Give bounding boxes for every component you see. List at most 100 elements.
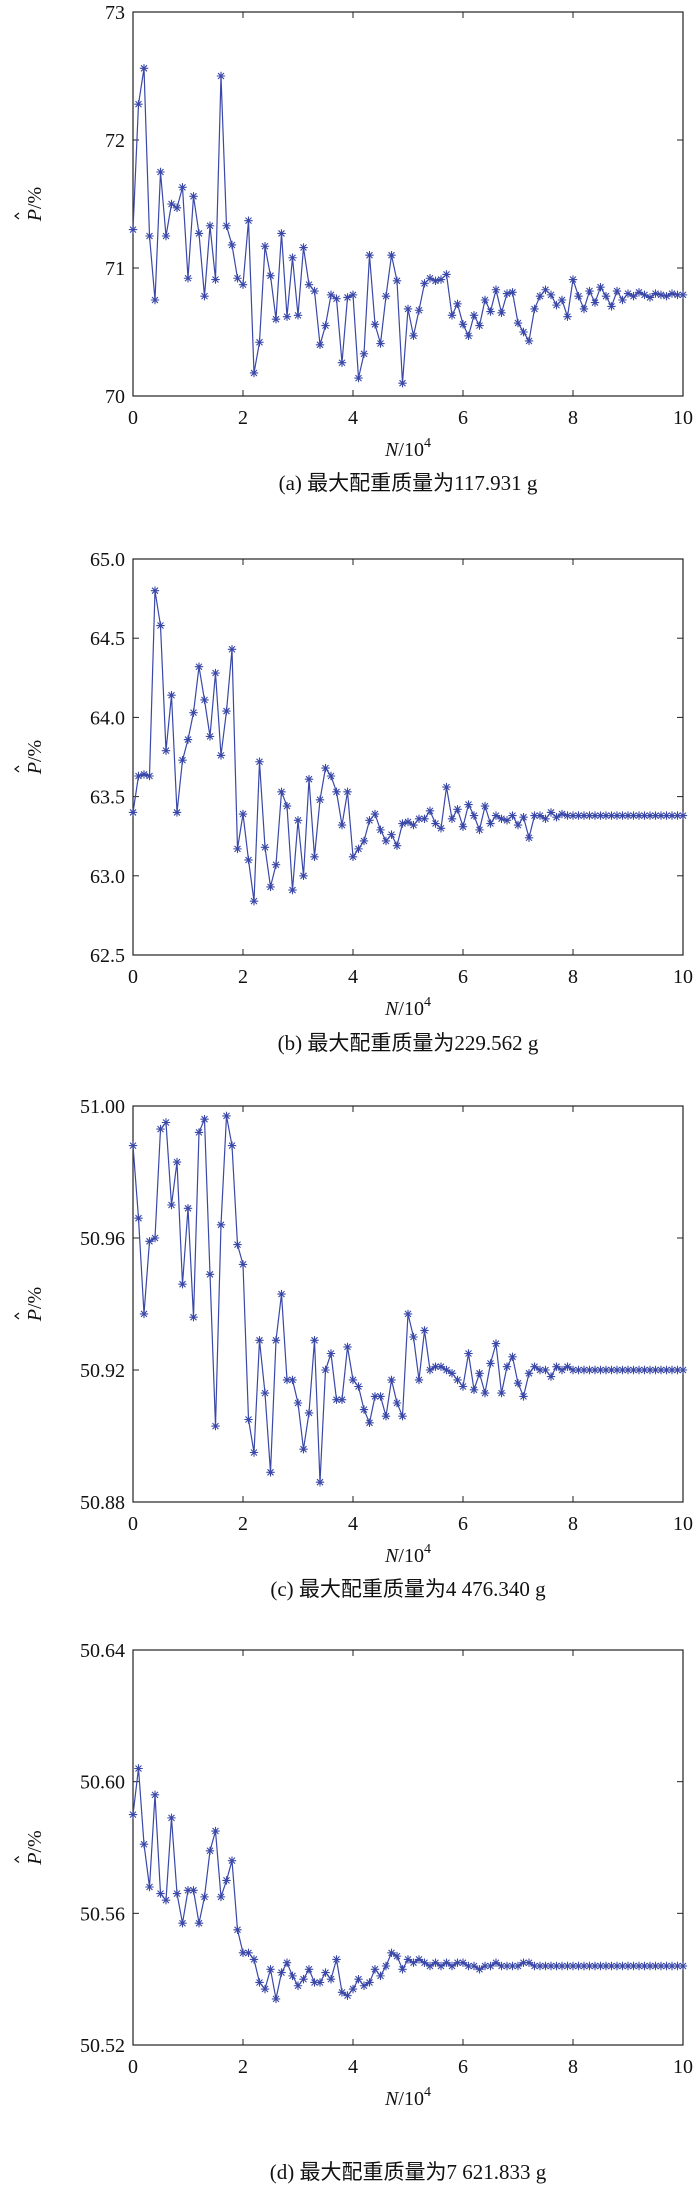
data-point-marker: [557, 1365, 567, 1375]
data-point-marker: [579, 811, 589, 820]
data-point-marker: [343, 293, 352, 302]
data-point-marker: [310, 286, 319, 296]
data-point-marker: [238, 280, 248, 289]
data-point-marker: [442, 1365, 451, 1375]
data-point-marker: [222, 706, 231, 716]
x-tick-label: 8: [568, 966, 578, 988]
data-point-marker: [645, 1961, 655, 1971]
data-point-marker: [497, 1961, 506, 1971]
data-point-marker: [618, 295, 627, 305]
data-point-marker: [590, 811, 600, 820]
data-point-marker: [183, 735, 193, 744]
data-point-marker: [178, 1280, 187, 1289]
data-point-marker: [442, 270, 451, 279]
data-point-marker: [299, 1974, 308, 1984]
data-point-marker: [464, 1349, 473, 1358]
data-point-marker: [282, 312, 292, 321]
data-point-marker: [249, 896, 259, 906]
data-point-marker: [508, 288, 517, 297]
data-point-marker: [227, 1856, 237, 1865]
data-point-marker: [585, 1961, 594, 1971]
data-point-marker: [304, 774, 314, 784]
data-point-marker: [326, 1349, 336, 1358]
data-point-marker: [579, 1961, 589, 1971]
data-point-marker: [150, 1233, 160, 1243]
x-tick-label: 2: [238, 407, 248, 429]
data-point-marker: [370, 320, 380, 329]
y-tick-label: 70: [105, 386, 125, 408]
y-tick-label: 71: [105, 258, 125, 280]
data-point-marker: [590, 298, 600, 307]
x-tick-label: 8: [568, 1513, 578, 1535]
y-tick-label: 50.56: [80, 1903, 125, 1925]
data-point-marker: [266, 1468, 275, 1477]
data-point-marker: [304, 1965, 314, 1974]
data-point-marker: [607, 1961, 616, 1971]
data-point-marker: [348, 1375, 358, 1385]
data-point-marker: [222, 1876, 231, 1885]
data-point-marker: [343, 1991, 352, 2000]
data-point-marker: [293, 816, 303, 825]
data-point-marker: [134, 99, 143, 109]
data-point-marker: [392, 1951, 402, 1961]
data-point-marker: [447, 1961, 457, 1971]
data-point-marker: [200, 291, 209, 301]
data-point-marker: [502, 289, 512, 298]
x-tick-label: 4: [348, 1513, 358, 1535]
chart-svg-a: 0 2 4 6 8 10 70 71 72 73 P/% N/104 (a) 最大配重质量为117.93…: [14, 2, 693, 495]
data-point-marker: [260, 1388, 270, 1398]
data-point-marker: [376, 825, 385, 835]
data-point-marker: [480, 1388, 490, 1398]
data-point-marker: [365, 1418, 374, 1427]
x-tick-label: 10: [673, 966, 693, 988]
data-point-marker: [513, 1961, 523, 1971]
data-point-marker: [420, 279, 429, 288]
data-point-marker: [200, 1115, 209, 1124]
data-point-marker: [607, 811, 616, 820]
data-point-marker: [662, 811, 671, 820]
data-point-marker: [150, 295, 160, 305]
data-point-marker: [337, 820, 347, 830]
data-point-marker: [359, 1405, 369, 1414]
data-point-marker: [656, 811, 666, 820]
x-tick-label: 6: [458, 407, 468, 429]
data-point-marker: [563, 1961, 572, 1971]
data-point-marker: [392, 841, 402, 850]
data-point-marker: [486, 1359, 495, 1368]
data-point-marker: [370, 1965, 380, 1974]
data-point-marker: [255, 1336, 264, 1345]
data-point-marker: [673, 1365, 682, 1375]
data-point-marker: [436, 824, 446, 833]
data-point-marker: [139, 1840, 149, 1849]
data-point-marker: [205, 1846, 215, 1855]
data-point-marker: [678, 811, 688, 820]
data-point-marker: [502, 816, 512, 825]
data-point-marker: [634, 1365, 644, 1375]
y-tick-label: 50.52: [80, 2035, 125, 2057]
data-point-marker: [321, 763, 330, 773]
data-point-marker: [524, 833, 534, 842]
hat-accent-icon: [14, 1856, 20, 1863]
data-point-marker: [458, 822, 468, 831]
data-point-marker: [271, 315, 281, 324]
data-point-marker: [519, 812, 528, 822]
data-point-marker: [365, 816, 374, 825]
data-point-marker: [277, 229, 286, 238]
y-axis-label: P/%: [24, 1287, 46, 1322]
data-point-marker: [172, 808, 182, 817]
data-point-marker: [662, 1365, 671, 1375]
data-point-marker: [128, 225, 138, 234]
y-tick-label: 62.5: [90, 945, 125, 967]
data-point-marker: [167, 199, 176, 209]
data-point-marker: [491, 1958, 501, 1967]
data-point-marker: [480, 1961, 490, 1971]
data-point-marker: [513, 318, 523, 328]
data-point-marker: [189, 192, 198, 201]
x-axis-label: N/104: [384, 995, 431, 1020]
data-point-marker: [277, 1968, 286, 1977]
data-point-marker: [134, 771, 143, 781]
data-point-marker: [678, 1961, 688, 1971]
data-point-marker: [409, 331, 418, 341]
data-point-marker: [645, 1365, 655, 1375]
data-point-marker: [282, 1958, 292, 1967]
